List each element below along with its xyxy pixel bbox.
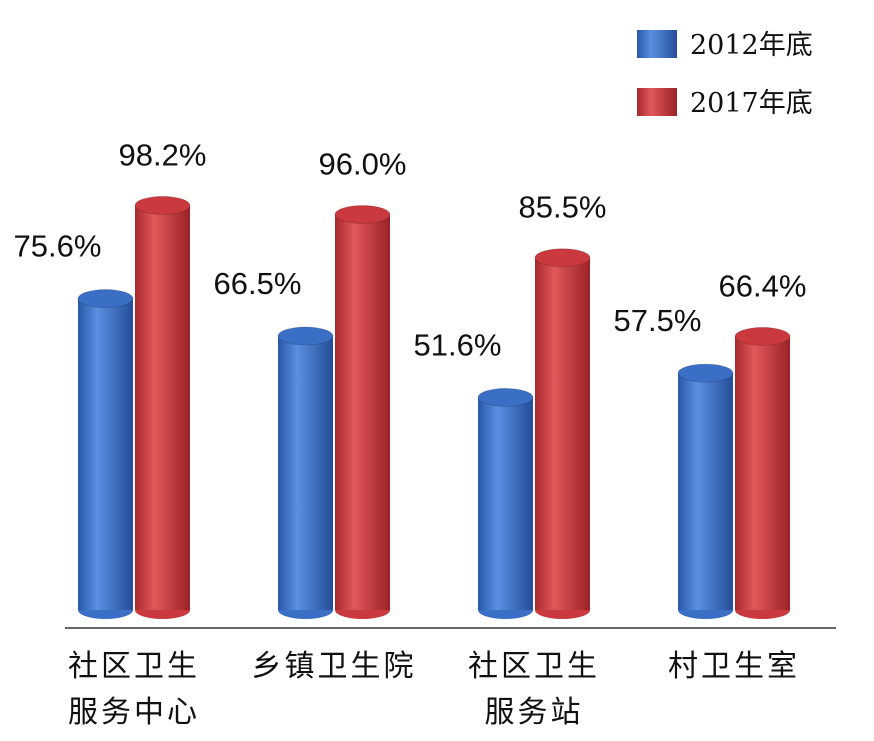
legend-swatch (637, 30, 677, 58)
bar-top (277, 326, 334, 346)
bar (535, 257, 590, 610)
bar (335, 214, 390, 611)
bar-top (477, 387, 534, 407)
legend-label: 2017年底 (690, 88, 813, 119)
bar-top (77, 289, 134, 309)
legend-swatch (637, 88, 677, 116)
x-tick-label: 服务中心 (68, 695, 200, 730)
bar (78, 298, 133, 610)
bar-top (334, 204, 391, 224)
value-label: 98.2% (119, 137, 207, 172)
bar (735, 336, 790, 610)
value-label: 57.5% (614, 303, 702, 338)
value-label: 66.4% (719, 268, 807, 303)
bar (478, 397, 533, 610)
legend-label: 2012年底 (690, 30, 813, 61)
x-tick-label: 社区卫生 (468, 649, 600, 684)
x-tick-label: 服务站 (485, 695, 584, 730)
value-label: 51.6% (414, 327, 502, 362)
bar (678, 373, 733, 610)
bar-top (534, 248, 591, 268)
value-label: 66.5% (214, 266, 302, 301)
value-label: 96.0% (319, 146, 407, 181)
x-tick-label: 社区卫生 (68, 649, 200, 684)
bar-top (134, 195, 191, 215)
bar-top (677, 363, 734, 383)
bar (135, 205, 190, 610)
value-label: 85.5% (519, 190, 607, 225)
bar (278, 336, 333, 610)
x-tick-label: 乡镇卫生院 (252, 649, 417, 684)
x-tick-label: 村卫生室 (668, 649, 800, 684)
value-label: 75.6% (14, 229, 102, 264)
bar-top (734, 326, 791, 346)
